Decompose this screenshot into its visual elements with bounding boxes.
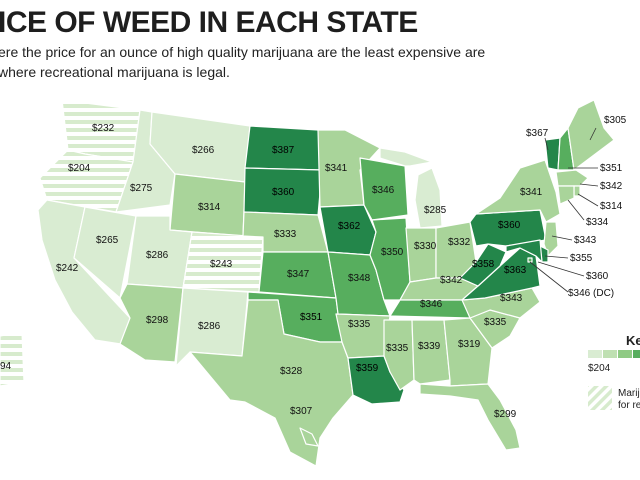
state-wi (359, 157, 409, 221)
label-mt: $266 (192, 145, 215, 156)
label-ri: $314 (600, 201, 623, 212)
state-in (405, 227, 437, 283)
label-ar: $335 (348, 319, 371, 330)
label-la: $359 (356, 363, 379, 374)
label-ma: $342 (600, 181, 623, 192)
label-in: $330 (414, 241, 437, 252)
state-va (461, 247, 541, 301)
label-id: $275 (130, 183, 153, 194)
label-il: $350 (381, 247, 404, 258)
page-title: ICE OF WEED IN EACH STATE (0, 6, 418, 39)
label-or: $204 (68, 163, 91, 174)
state-md (505, 239, 543, 263)
label-ct: $334 (586, 217, 609, 228)
state-mi-up (379, 147, 433, 167)
label-ky: $342 (440, 275, 463, 286)
legend-legal-swatch (588, 386, 612, 410)
label-oh: $332 (448, 237, 471, 248)
label-ne: $333 (274, 229, 297, 240)
state-al (411, 319, 451, 385)
label-me: $305 (604, 115, 627, 126)
label-tx: $328 (280, 366, 303, 377)
label-ca: $242 (56, 263, 79, 274)
label-nv: $265 (96, 235, 119, 246)
label-co: $243 (210, 259, 233, 270)
label-mn: $341 (325, 163, 348, 174)
label-va: $363 (504, 265, 527, 276)
state-fl (419, 383, 521, 451)
label-ks: $347 (287, 269, 310, 280)
label-vt: $367 (526, 128, 549, 139)
legend: Ke $204 Mariju for re (588, 333, 640, 411)
label-nh: $351 (600, 163, 623, 174)
label-sd: $360 (272, 187, 295, 198)
label-hi: $307 (290, 406, 313, 417)
state-me (567, 99, 615, 171)
label-de: $355 (570, 253, 593, 264)
label-wi: $346 (372, 185, 395, 196)
label-al: $339 (418, 341, 441, 352)
label-nd: $387 (272, 145, 295, 156)
label-ms: $335 (386, 343, 409, 354)
legend-swatch-2 (603, 350, 617, 358)
legend-swatch-1 (588, 350, 602, 358)
legend-swatch-4 (633, 350, 640, 358)
state-hi (299, 427, 319, 447)
state-tx (189, 299, 354, 467)
state-nj (543, 221, 559, 257)
label-ny: $341 (520, 187, 543, 198)
label-nm: $286 (198, 321, 221, 332)
state-ak (0, 331, 25, 387)
state-dc (527, 257, 533, 263)
label-fl: $299 (494, 409, 517, 420)
legend-title: Ke (626, 333, 640, 348)
label-mo: $348 (348, 273, 371, 284)
label-wv: $358 (472, 259, 495, 270)
label-nj: $343 (574, 235, 597, 246)
label-ok: $351 (300, 312, 323, 323)
label-tn: $346 (420, 299, 443, 310)
state-ct (557, 185, 575, 205)
legend-swatch-3 (618, 350, 632, 358)
label-pa: $360 (498, 220, 521, 231)
label-md: $360 (586, 271, 609, 282)
label-dc: $346 (DC) (568, 288, 614, 299)
state-mi (414, 167, 443, 229)
legend-legal-label-2: for re (618, 400, 640, 411)
page-subtitle: ere the price for an ounce of high quali… (0, 44, 486, 80)
legend-legal-label-1: Mariju (618, 388, 640, 399)
label-wy: $314 (198, 202, 221, 213)
label-ak: 94 (0, 361, 12, 372)
label-ia: $362 (338, 221, 361, 232)
label-ut: $286 (146, 250, 169, 261)
legend-min-label: $204 (588, 363, 611, 374)
label-wa: $232 (92, 123, 115, 134)
label-az: $298 (146, 315, 169, 326)
state-ny (475, 159, 561, 223)
state-ma (555, 169, 589, 187)
leader-lines (529, 127, 599, 293)
label-ga: $319 (458, 339, 481, 350)
label-sc: $335 (484, 317, 507, 328)
label-mi: $285 (424, 205, 447, 216)
label-nc: $343 (500, 293, 523, 304)
